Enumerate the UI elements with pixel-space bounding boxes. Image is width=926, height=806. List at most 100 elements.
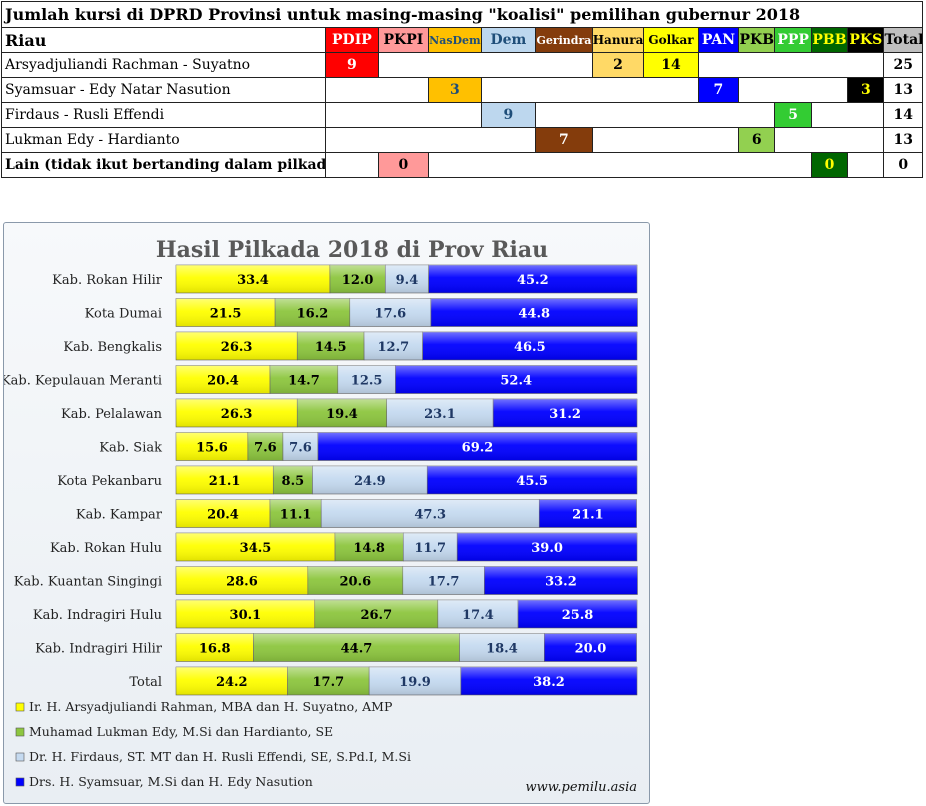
data-label: 12.0 xyxy=(342,273,374,288)
category-label: Kota Dumai xyxy=(85,307,162,322)
seat-cell xyxy=(535,77,593,103)
data-label: 14.5 xyxy=(315,340,347,355)
data-label: 52.4 xyxy=(500,374,532,389)
seat-cell: 3 xyxy=(428,77,482,103)
seat-cell xyxy=(847,152,884,178)
seat-cell xyxy=(481,127,536,153)
data-label: 69.2 xyxy=(462,441,494,456)
bar-gloss xyxy=(437,600,519,628)
chart-title: Hasil Pilkada 2018 di Prov Riau xyxy=(156,237,548,263)
seat-cell xyxy=(698,152,739,178)
legend-swatch xyxy=(15,702,25,712)
table-row: Firdaus - Rusli Effendi 9 5 14 xyxy=(0,102,923,128)
data-label: 7.6 xyxy=(254,441,277,456)
party-header-pdip: PDIP xyxy=(325,27,379,53)
data-label: 46.5 xyxy=(514,340,546,355)
seat-cell xyxy=(643,102,699,128)
legend-swatch xyxy=(15,752,25,762)
seat-cell xyxy=(774,127,812,153)
data-label: 16.2 xyxy=(297,307,329,322)
data-label: 15.6 xyxy=(196,441,228,456)
seat-cell xyxy=(428,102,482,128)
bar-gloss xyxy=(544,633,637,662)
data-label: 20.4 xyxy=(207,508,239,523)
seat-cell xyxy=(325,127,379,153)
data-label: 8.5 xyxy=(282,474,305,489)
bar-gloss xyxy=(270,499,322,528)
table-row: Lain (tidak ikut bertanding dalam pilkad… xyxy=(0,152,923,178)
bar-gloss xyxy=(282,432,318,461)
bar-gloss xyxy=(176,633,254,662)
seat-cell xyxy=(847,52,884,78)
data-label: 31.2 xyxy=(549,407,581,422)
table-row: Lukman Edy - Hardianto 7 6 13 xyxy=(0,127,923,153)
party-header-dem: Dem xyxy=(480,27,537,53)
seat-cell: 9 xyxy=(325,52,379,78)
bar-gloss xyxy=(176,365,271,394)
bar-gloss xyxy=(253,633,460,662)
data-label: 44.7 xyxy=(341,642,373,657)
bar-gloss xyxy=(484,566,638,595)
data-label: 45.2 xyxy=(517,273,549,288)
data-label: 17.7 xyxy=(428,575,460,590)
category-label: Kab. Kampar xyxy=(76,508,163,523)
data-label: 7.6 xyxy=(289,441,312,456)
seat-cell xyxy=(428,152,482,178)
seat-cell xyxy=(428,52,482,78)
seat-cell xyxy=(592,102,644,128)
data-label: 44.8 xyxy=(518,307,550,322)
data-label: 11.1 xyxy=(280,508,312,523)
bar-gloss xyxy=(176,466,274,494)
legend-swatch xyxy=(15,727,25,737)
bar-gloss xyxy=(460,667,637,695)
seat-cell xyxy=(325,152,379,178)
seat-cell xyxy=(774,52,812,78)
data-label: 47.3 xyxy=(414,508,446,523)
bar-gloss xyxy=(422,332,637,360)
bar-gloss xyxy=(287,667,370,695)
bar-gloss xyxy=(386,399,494,427)
seat-cell xyxy=(535,52,593,78)
party-header-gerindra: Gerindra xyxy=(535,27,593,53)
seat-cell xyxy=(847,127,884,153)
table-row: Arsyadjuliandi Rachman - Suyatno 9 2 14 25 xyxy=(0,52,923,78)
legend-swatch xyxy=(15,777,25,787)
table-title: Jumlah kursi di DPRD Provinsi untuk masi… xyxy=(1,1,923,28)
seat-cell xyxy=(643,127,699,153)
seat-cell xyxy=(811,77,848,103)
seat-cell xyxy=(774,77,812,103)
data-label: 20.6 xyxy=(339,575,371,590)
seat-cell xyxy=(738,52,775,78)
bar-gloss xyxy=(427,466,637,494)
seat-cell xyxy=(535,152,593,178)
data-label: 19.4 xyxy=(326,407,358,422)
bar-gloss xyxy=(176,332,298,360)
data-label: 24.2 xyxy=(216,675,248,690)
seat-cell xyxy=(378,52,429,78)
seat-cell xyxy=(592,77,644,103)
category-label: Kab. Indragiri Hulu xyxy=(33,608,162,623)
legend-label: Drs. H. Syamsuar, M.Si dan H. Edy Nasuti… xyxy=(29,774,313,789)
data-label: 34.5 xyxy=(240,541,272,556)
bar-gloss xyxy=(297,332,365,360)
data-label: 19.9 xyxy=(399,675,431,690)
row-total: 13 xyxy=(883,77,923,103)
bar-gloss xyxy=(176,432,248,461)
party-header-pbb: PBB xyxy=(810,27,849,53)
seat-cell: 0 xyxy=(810,152,849,178)
data-label: 28.6 xyxy=(226,575,258,590)
seat-cell xyxy=(592,127,644,153)
seat-cell xyxy=(325,77,379,103)
category-label: Kab. Bengkalis xyxy=(63,340,162,355)
seat-cell: 3 xyxy=(847,77,885,103)
category-label: Kab. Siak xyxy=(99,441,162,456)
data-label: 20.0 xyxy=(575,642,607,657)
data-label: 33.2 xyxy=(545,575,577,590)
coalition-seat-table: Jumlah kursi di DPRD Provinsi untuk masi… xyxy=(0,1,923,178)
bar-gloss xyxy=(364,332,423,360)
bar-gloss xyxy=(457,533,637,561)
data-label: 12.7 xyxy=(378,340,410,355)
seat-cell xyxy=(847,102,884,128)
party-header-pan: PAN xyxy=(697,27,740,53)
bar-gloss xyxy=(176,265,330,293)
